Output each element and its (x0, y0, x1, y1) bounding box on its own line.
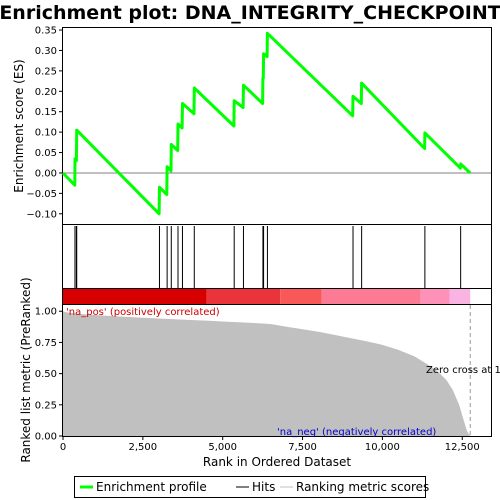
es-y-tick-label: 0.30 (35, 46, 57, 57)
x-tick-label: 2,500 (129, 442, 158, 453)
metric-y-tick-label: 0.25 (35, 400, 57, 411)
es-y-tick-label: 0.35 (35, 26, 57, 37)
metric-y-tick-label: 0.50 (35, 369, 57, 380)
enrichment-profile-line (61, 31, 472, 216)
es-y-tick-label: −0.10 (26, 209, 57, 220)
x-axis-title: Rank in Ordered Dataset (203, 455, 351, 469)
colorbar-segment (420, 289, 450, 304)
es-panel-frame (62, 27, 492, 225)
chart-title: Enrichment plot: DNA_INTEGRITY_CHECKPOIN… (0, 2, 500, 24)
colorbar-segment (63, 289, 207, 304)
metric-panel: 0.00 0.25 0.50 0.75 1.00 (35, 305, 471, 443)
hits-panel (74, 226, 462, 288)
hits-panel-frame (62, 224, 492, 289)
metric-y-tick-label: 0.75 (35, 338, 57, 349)
x-tick-label: 7,500 (288, 442, 317, 453)
es-y-tick-label: 0.10 (35, 128, 57, 139)
metric-y-tick-label: 1.00 (35, 307, 57, 318)
colorbar-segment (321, 289, 421, 304)
es-y-axis-title: Enrichment score (ES) (12, 59, 26, 192)
colorbar-segment (280, 289, 322, 304)
es-y-tick-label: 0.25 (35, 66, 57, 77)
colorbar-segment (206, 289, 281, 304)
zero-cross-label: Zero cross at 1 (426, 365, 500, 376)
legend-enrichment-label: Enrichment profile (96, 480, 207, 494)
es-y-tick-label: 0.15 (35, 107, 57, 118)
legend-hits-label: Hits (252, 480, 275, 494)
metric-panel-frame (62, 304, 492, 437)
positive-correlation-label: 'na_pos' (positively correlated) (66, 307, 220, 318)
x-tick-label: 5,000 (208, 442, 237, 453)
legend-metric-label: Ranking metric scores (296, 480, 429, 494)
es-y-tick-label: 0.05 (35, 148, 57, 159)
x-tick-label: 12,500 (445, 442, 480, 453)
es-panel: −0.10 −0.05 0.00 0.05 0.10 0.15 0.20 0.25 0.30 0.… (26, 26, 491, 220)
ranked-metric-area (63, 311, 471, 436)
x-tick-label: 0 (60, 442, 66, 453)
es-y-tick-label: 0.20 (35, 87, 57, 98)
colorbar-panel (63, 289, 471, 304)
metric-y-tick-label: 0.00 (35, 432, 57, 443)
legend-box (74, 476, 426, 498)
negative-correlation-label: 'na_neg' (negatively correlated) (277, 427, 436, 438)
x-axis: 0 2,500 5,000 7,500 10,000 12,500 (60, 436, 480, 453)
es-y-tick-label: 0.00 (35, 168, 57, 179)
colorbar-segment (449, 289, 471, 304)
metric-y-axis-title: Ranked list metric (PreRanked) (19, 277, 33, 462)
x-tick-label: 10,000 (365, 442, 400, 453)
es-y-tick-label: −0.05 (26, 189, 57, 200)
